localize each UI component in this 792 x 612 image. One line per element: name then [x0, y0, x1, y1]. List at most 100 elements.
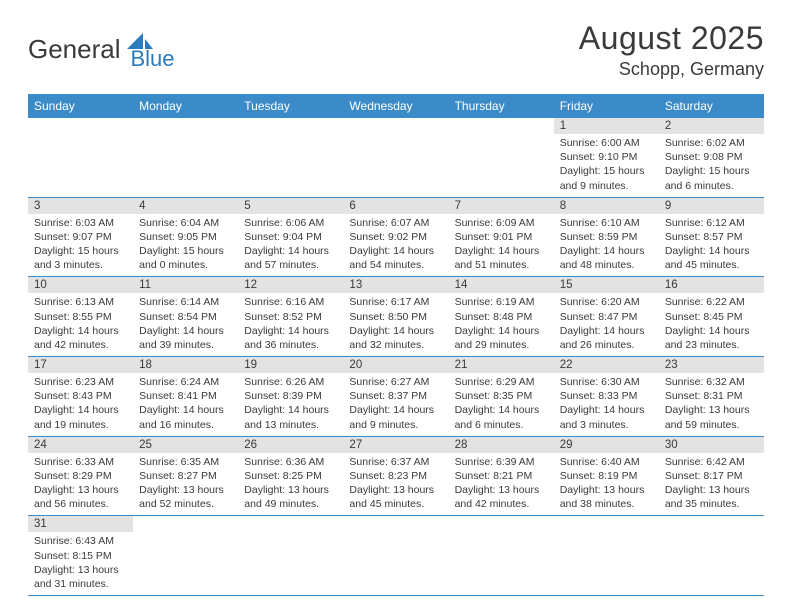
daylight-text-2: and 45 minutes.: [349, 497, 442, 511]
day-detail-cell: Sunrise: 6:39 AMSunset: 8:21 PMDaylight:…: [449, 453, 554, 516]
sunset-text: Sunset: 8:50 PM: [349, 310, 442, 324]
daylight-text-2: and 19 minutes.: [34, 418, 127, 432]
day-number-cell: 26: [238, 436, 343, 453]
sunset-text: Sunset: 8:59 PM: [560, 230, 653, 244]
sunrise-text: Sunrise: 6:37 AM: [349, 455, 442, 469]
daylight-text-2: and 51 minutes.: [455, 258, 548, 272]
sunrise-text: Sunrise: 6:33 AM: [34, 455, 127, 469]
calendar-table: Sunday Monday Tuesday Wednesday Thursday…: [28, 94, 764, 596]
sunrise-text: Sunrise: 6:12 AM: [665, 216, 758, 230]
day-detail-cell: [659, 532, 764, 595]
sunset-text: Sunset: 8:35 PM: [455, 389, 548, 403]
day-number-cell: 4: [133, 197, 238, 214]
day-number-cell: [133, 118, 238, 134]
sunrise-text: Sunrise: 6:13 AM: [34, 295, 127, 309]
sunset-text: Sunset: 8:45 PM: [665, 310, 758, 324]
daylight-text: Daylight: 13 hours: [455, 483, 548, 497]
day-detail-row: Sunrise: 6:33 AMSunset: 8:29 PM Daylight:…: [28, 453, 764, 516]
location-label: Schopp, Germany: [579, 59, 764, 80]
daylight-text: Daylight: 14 hours: [34, 403, 127, 417]
daylight-text-2: and 48 minutes.: [560, 258, 653, 272]
day-detail-cell: Sunrise: 6:12 AMSunset: 8:57 PMDaylight:…: [659, 214, 764, 277]
day-detail-cell: Sunrise: 6:09 AMSunset: 9:01 PMDaylight:…: [449, 214, 554, 277]
day-number-cell: [133, 516, 238, 533]
daylight-text-2: and 31 minutes.: [34, 577, 127, 591]
day-number-cell: 8: [554, 197, 659, 214]
day-detail-cell: Sunrise: 6:02 AMSunset: 9:08 PMDaylight:…: [659, 134, 764, 197]
sunrise-text: Sunrise: 6:10 AM: [560, 216, 653, 230]
day-number-cell: 5: [238, 197, 343, 214]
daylight-text: Daylight: 14 hours: [139, 324, 232, 338]
day-detail-cell: Sunrise: 6:22 AMSunset: 8:45 PMDaylight:…: [659, 293, 764, 356]
day-number-cell: 18: [133, 357, 238, 374]
sunset-text: Sunset: 9:10 PM: [560, 150, 653, 164]
daylight-text-2: and 36 minutes.: [244, 338, 337, 352]
day-number-cell: 9: [659, 197, 764, 214]
day-number-cell: 27: [343, 436, 448, 453]
daylight-text: Daylight: 13 hours: [665, 403, 758, 417]
sunset-text: Sunset: 8:55 PM: [34, 310, 127, 324]
day-detail-cell: Sunrise: 6:32 AMSunset: 8:31 PMDaylight:…: [659, 373, 764, 436]
day-number-cell: 13: [343, 277, 448, 294]
sunrise-text: Sunrise: 6:24 AM: [139, 375, 232, 389]
day-number-cell: 1: [554, 118, 659, 134]
daylight-text: Daylight: 14 hours: [34, 324, 127, 338]
daylight-text: Daylight: 14 hours: [455, 324, 548, 338]
day-detail-cell: Sunrise: 6:14 AMSunset: 8:54 PMDaylight:…: [133, 293, 238, 356]
daylight-text: Daylight: 13 hours: [665, 483, 758, 497]
day-detail-cell: Sunrise: 6:35 AMSunset: 8:27 PMDaylight:…: [133, 453, 238, 516]
daylight-text-2: and 54 minutes.: [349, 258, 442, 272]
day-number-row: 10111213141516: [28, 277, 764, 294]
daylight-text: Daylight: 14 hours: [244, 324, 337, 338]
daylight-text-2: and 13 minutes.: [244, 418, 337, 432]
sunset-text: Sunset: 9:01 PM: [455, 230, 548, 244]
daylight-text-2: and 23 minutes.: [665, 338, 758, 352]
day-detail-cell: [343, 532, 448, 595]
sunrise-text: Sunrise: 6:16 AM: [244, 295, 337, 309]
day-detail-cell: Sunrise: 6:33 AMSunset: 8:29 PMDaylight:…: [28, 453, 133, 516]
sunrise-text: Sunrise: 6:20 AM: [560, 295, 653, 309]
day-number-cell: 16: [659, 277, 764, 294]
day-number-cell: 31: [28, 516, 133, 533]
day-number-cell: 12: [238, 277, 343, 294]
day-detail-cell: Sunrise: 6:17 AMSunset: 8:50 PMDaylight:…: [343, 293, 448, 356]
day-detail-cell: [238, 532, 343, 595]
daylight-text-2: and 35 minutes.: [665, 497, 758, 511]
daylight-text-2: and 6 minutes.: [455, 418, 548, 432]
sunset-text: Sunset: 8:29 PM: [34, 469, 127, 483]
daylight-text-2: and 9 minutes.: [349, 418, 442, 432]
daylight-text: Daylight: 14 hours: [665, 244, 758, 258]
sunrise-text: Sunrise: 6:14 AM: [139, 295, 232, 309]
sunset-text: Sunset: 8:19 PM: [560, 469, 653, 483]
daylight-text: Daylight: 15 hours: [560, 164, 653, 178]
day-number-cell: 17: [28, 357, 133, 374]
calendar-body: 12Sunrise: 6:00 AMSunset: 9:10 PMDayligh…: [28, 118, 764, 596]
day-detail-cell: [343, 134, 448, 197]
day-detail-cell: Sunrise: 6:03 AMSunset: 9:07 PMDaylight:…: [28, 214, 133, 277]
daylight-text: Daylight: 14 hours: [139, 403, 232, 417]
daylight-text: Daylight: 14 hours: [665, 324, 758, 338]
sunset-text: Sunset: 8:21 PM: [455, 469, 548, 483]
sunrise-text: Sunrise: 6:03 AM: [34, 216, 127, 230]
header: General Blue August 2025 Schopp, Germany: [28, 20, 764, 80]
sunrise-text: Sunrise: 6:39 AM: [455, 455, 548, 469]
day-number-row: 12: [28, 118, 764, 134]
day-detail-row: Sunrise: 6:23 AMSunset: 8:43 PMDaylight:…: [28, 373, 764, 436]
sunrise-text: Sunrise: 6:17 AM: [349, 295, 442, 309]
daylight-text-2: and 57 minutes.: [244, 258, 337, 272]
day-number-cell: 10: [28, 277, 133, 294]
sunrise-text: Sunrise: 6:07 AM: [349, 216, 442, 230]
daylight-text: Daylight: 14 hours: [455, 403, 548, 417]
sunrise-text: Sunrise: 6:22 AM: [665, 295, 758, 309]
sunset-text: Sunset: 8:52 PM: [244, 310, 337, 324]
day-number-cell: 30: [659, 436, 764, 453]
sunset-text: Sunset: 9:05 PM: [139, 230, 232, 244]
day-detail-cell: Sunrise: 6:13 AMSunset: 8:55 PMDaylight:…: [28, 293, 133, 356]
daylight-text-2: and 42 minutes.: [455, 497, 548, 511]
sunrise-text: Sunrise: 6:06 AM: [244, 216, 337, 230]
sunset-text: Sunset: 8:54 PM: [139, 310, 232, 324]
daylight-text-2: and 6 minutes.: [665, 179, 758, 193]
day-detail-cell: Sunrise: 6:27 AMSunset: 8:37 PMDaylight:…: [343, 373, 448, 436]
day-detail-cell: [449, 134, 554, 197]
weekday-header: Wednesday: [343, 94, 448, 118]
